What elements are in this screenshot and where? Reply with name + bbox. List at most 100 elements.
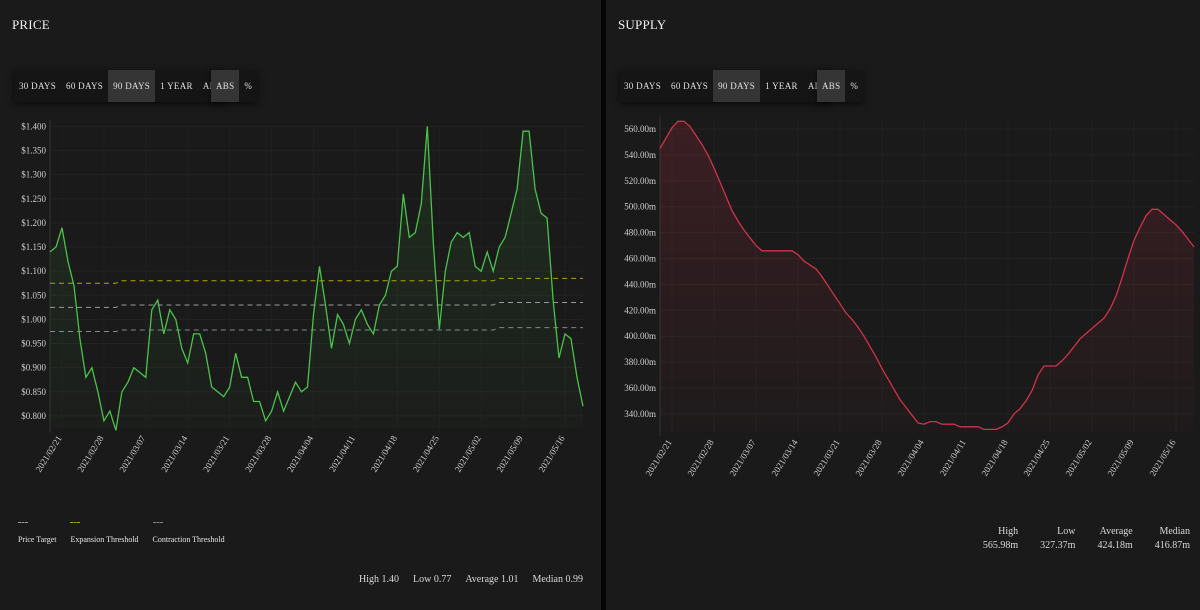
supply-mode-selector: ABS% (817, 70, 864, 102)
y-tick-label: 460.00m (624, 254, 656, 264)
stat-label: Average (1099, 526, 1133, 537)
stat-value: 416.87m (1154, 540, 1190, 551)
price-stats: High 1.40 Low 0.77 Average 1.01 Median 0… (359, 574, 583, 585)
supply-stat-high: High 565.98m (983, 525, 1018, 553)
x-tick-label: 2021/04/25 (411, 433, 441, 473)
y-tick-label: 360.00m (624, 383, 656, 393)
supply-abs-button[interactable]: ABS (817, 70, 846, 102)
x-tick-label: 2021/04/25 (1021, 437, 1051, 477)
x-tick-label: 2021/04/11 (327, 434, 357, 474)
supply-stats: High 565.98m Low 327.37m Average 424.18m Media… (983, 525, 1190, 553)
y-tick-label: $0.800 (21, 411, 46, 421)
supply-percent-button[interactable]: % (850, 81, 859, 91)
legend-item-expansion-threshold[interactable]: Expansion Threshold (70, 522, 139, 544)
supply-30-days-button[interactable]: 30 DAYS (624, 81, 662, 91)
supply-all-button[interactable]: ALL (803, 70, 831, 102)
price-chart[interactable]: $0.800 $0.850 $0.900 $0.950 $1.000 $1.050 $1.1… (0, 110, 601, 510)
y-tick-label: $0.900 (21, 363, 46, 373)
legend-label: Price Target (18, 535, 57, 544)
price-30-days-button[interactable]: 30 DAYS (19, 81, 57, 91)
legend-label: Expansion Threshold (70, 535, 139, 544)
legend-swatch (70, 522, 81, 523)
price-percent-button[interactable]: % (244, 81, 253, 91)
y-tick-label: 400.00m (624, 331, 656, 341)
y-tick-label: $0.850 (21, 387, 46, 397)
supply-title: SUPPLY (618, 17, 667, 32)
supply-range-selector: 30 DAYS 60 DAYS 90 DAYS 1 YEAR ALL (619, 70, 832, 102)
y-tick-label: 340.00m (624, 409, 656, 419)
stat-value: 565.98m (982, 540, 1019, 551)
x-tick-label: 2021/05/02 (453, 434, 483, 474)
stat-label: Median (1159, 526, 1190, 537)
legend-swatch (18, 522, 28, 523)
x-tick-label: 2021/03/07 (117, 433, 147, 473)
legend-item-price-target[interactable]: Price Target (18, 522, 56, 544)
y-tick-label: 420.00m (624, 305, 656, 315)
x-tick-label: 2021/04/04 (895, 437, 925, 477)
y-tick-label: $1.100 (21, 266, 46, 276)
y-tick-label: 500.00m (624, 202, 656, 212)
price-low: Low 0.77 (412, 574, 452, 585)
x-tick-label: 2021/03/28 (853, 437, 883, 477)
y-tick-label: 560.00m (624, 124, 656, 134)
x-tick-label: 2021/02/28 (75, 433, 105, 473)
supply-90-days-button[interactable]: 90 DAYS (713, 70, 761, 102)
y-tick-label: 480.00m (624, 228, 656, 238)
y-tick-label: $1.300 (21, 170, 46, 180)
x-tick-label: 2021/02/28 (685, 437, 715, 477)
x-tick-label: 2021/03/28 (243, 433, 273, 473)
supply-chart[interactable]: 340.00m 360.00m 380.00m 400.00m 420.00m 440.0… (606, 110, 1200, 510)
stat-label: Low (1057, 526, 1076, 537)
y-tick-label: $1.350 (21, 146, 46, 156)
y-tick-label: $1.200 (21, 218, 46, 228)
legend-label: Contraction Threshold (152, 535, 225, 544)
price-mode-selector: ABS% (211, 70, 258, 102)
price-1-year-button[interactable]: 1 YEAR (160, 81, 193, 91)
panel-divider (601, 0, 606, 610)
y-tick-label: $1.050 (21, 290, 46, 300)
x-tick-label: 2021/05/02 (1063, 438, 1093, 478)
price-target-line (50, 302, 583, 308)
stat-label: High (998, 526, 1019, 537)
expansion-threshold-line (50, 277, 583, 284)
supply-panel: SUPPLY 30 DAYS 60 DAYS 90 DAYS 1 YEAR ALL AB… (606, 0, 1200, 610)
x-tick-label: 2021/03/21 (811, 438, 841, 478)
supply-stat-low: Low 327.37m (1040, 525, 1075, 553)
y-tick-label: $1.400 (21, 121, 46, 131)
x-tick-label: 2021/02/21 (33, 434, 63, 474)
y-tick-label: 540.00m (624, 150, 656, 160)
stat-value: 424.18m (1097, 540, 1133, 551)
supply-stat-average: Average 424.18m (1097, 525, 1132, 553)
price-title: PRICE (12, 17, 50, 32)
series-line (659, 120, 1195, 431)
legend-item-contraction-threshold[interactable]: Contraction Threshold (152, 522, 225, 544)
stat-value: 327.37m (1040, 540, 1076, 551)
price-legend: Price Target Expansion Threshold Contracti… (18, 522, 225, 544)
price-median: Median 0.99 (532, 574, 583, 585)
supply-60-days-button[interactable]: 60 DAYS (671, 81, 709, 91)
supply-stat-median: Median 416.87m (1155, 525, 1190, 553)
x-tick-label: 2021/02/21 (643, 438, 673, 478)
series-area (660, 121, 1194, 433)
y-tick-label: $0.950 (21, 339, 46, 349)
price-90-days-button[interactable]: 90 DAYS (108, 70, 156, 102)
x-tick-label: 2021/03/14 (159, 433, 189, 473)
y-tick-label: $1.250 (21, 194, 46, 204)
x-tick-label: 2021/05/16 (1147, 437, 1177, 477)
x-tick-label: 2021/03/21 (201, 434, 231, 474)
price-high: High 1.40 (358, 574, 399, 585)
contraction-threshold-line (50, 327, 583, 332)
series-line (49, 126, 584, 431)
x-tick-label: 2021/04/04 (285, 433, 315, 473)
x-tick-label: 2021/05/16 (537, 433, 567, 473)
x-tick-label: 2021/04/18 (979, 437, 1009, 477)
supply-1-year-button[interactable]: 1 YEAR (765, 81, 798, 91)
x-tick-label: 2021/04/11 (938, 438, 968, 478)
y-tick-label: 520.00m (624, 176, 656, 186)
price-abs-button[interactable]: ABS (211, 70, 240, 102)
series-area (50, 126, 583, 431)
price-60-days-button[interactable]: 60 DAYS (66, 81, 104, 91)
